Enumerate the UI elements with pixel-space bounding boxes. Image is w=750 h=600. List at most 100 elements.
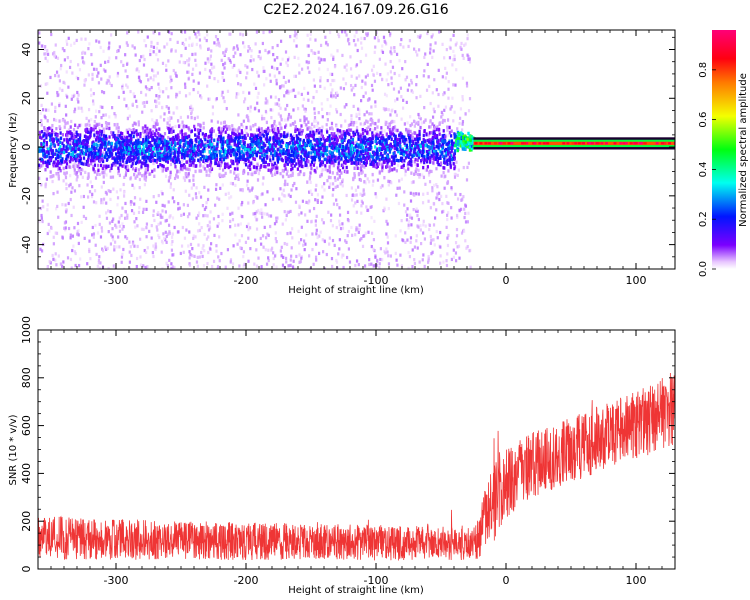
spectrogram-cell bbox=[270, 248, 273, 252]
spectrogram-cell bbox=[92, 232, 96, 236]
spectrogram-cell bbox=[422, 192, 425, 196]
spectrogram-cell bbox=[148, 131, 151, 135]
spectrogram-cell bbox=[465, 246, 468, 250]
spectrogram-cell bbox=[242, 171, 245, 176]
spectrogram-cell bbox=[142, 138, 145, 142]
spectrogram-cell bbox=[213, 155, 217, 160]
spectrogram-cell bbox=[416, 160, 419, 164]
spectrogram-cell bbox=[344, 119, 347, 123]
spectrogram-cell bbox=[155, 225, 158, 229]
spectrogram-cell bbox=[111, 235, 114, 239]
spectrogram-cell bbox=[151, 151, 154, 156]
spectrogram-cell bbox=[319, 154, 322, 158]
spectrogram-cell bbox=[54, 207, 58, 211]
spectrogram-cell bbox=[55, 70, 59, 74]
spectrogram-cell bbox=[325, 128, 328, 132]
spectrogram-cell bbox=[144, 175, 148, 179]
spectrogram-cell bbox=[169, 182, 173, 186]
spectrogram-cell bbox=[309, 180, 312, 184]
spectrogram-cell bbox=[445, 47, 448, 52]
spectrogram-cell bbox=[249, 146, 252, 150]
spectrogram-cell bbox=[65, 133, 68, 137]
spectrogram-cell bbox=[445, 71, 448, 75]
spectrogram-cell bbox=[403, 135, 406, 139]
spectrogram-cell bbox=[414, 171, 418, 176]
spectrogram-cell bbox=[220, 137, 224, 141]
spectrogram-cell bbox=[254, 42, 257, 46]
spectrogram-cell bbox=[275, 128, 278, 132]
spectrogram-cell bbox=[70, 97, 73, 101]
spectrogram-cell bbox=[64, 175, 68, 180]
spectrogram-cell bbox=[433, 243, 436, 247]
spectrogram-cell bbox=[346, 234, 349, 238]
spectrogram-cell bbox=[251, 186, 254, 190]
spectrogram-cell bbox=[406, 238, 409, 242]
spectrogram-cell bbox=[87, 119, 91, 123]
spectrogram-cell bbox=[114, 160, 117, 164]
spectrogram-cell bbox=[169, 214, 172, 218]
spectrogram-cell bbox=[418, 260, 421, 264]
spectrogram-cell bbox=[66, 142, 69, 147]
spectrogram-cell bbox=[431, 55, 434, 59]
spectrogram-cell bbox=[133, 186, 136, 190]
spectrogram-cell bbox=[49, 148, 52, 152]
spectrogram-cell bbox=[164, 219, 167, 223]
spectrogram-cell bbox=[424, 52, 427, 56]
spectrogram-cell bbox=[263, 212, 266, 216]
spectrogram-cell bbox=[229, 195, 233, 199]
spectrogram-cell bbox=[223, 99, 226, 104]
spectrogram-cell bbox=[51, 179, 54, 184]
spectrogram-cell bbox=[187, 172, 190, 176]
spectrogram-cell bbox=[187, 63, 190, 67]
spectrogram-cell bbox=[435, 167, 438, 171]
spectrogram-cell bbox=[435, 88, 438, 92]
spectrogram-cell bbox=[337, 32, 340, 36]
spectrogram-cell bbox=[249, 59, 252, 63]
spectrogram-cell bbox=[426, 62, 429, 66]
spectrogram-cell bbox=[315, 89, 318, 94]
spectrogram-cell bbox=[71, 94, 74, 98]
spectrogram-cell bbox=[345, 131, 348, 135]
spectrogram-cell bbox=[43, 152, 46, 156]
spectrogram-cell bbox=[446, 213, 449, 217]
spectrogram-cell bbox=[126, 130, 130, 135]
spectrogram-cell bbox=[319, 43, 323, 48]
spectrogram-cell bbox=[188, 43, 191, 48]
spectrogram-cell bbox=[116, 122, 119, 127]
spectrogram-cell bbox=[428, 131, 432, 135]
spectrogram-cell bbox=[113, 265, 117, 269]
spectrogram-cell bbox=[154, 242, 157, 246]
spectrogram-cell bbox=[313, 147, 316, 151]
spectrogram-cell bbox=[218, 259, 221, 263]
spectrogram-cell bbox=[441, 141, 445, 146]
spectrogram-cell bbox=[110, 233, 113, 237]
spectrogram-cell bbox=[315, 183, 318, 187]
spectrogram-cell bbox=[325, 123, 328, 127]
spectrogram-cell bbox=[179, 251, 182, 256]
spectrogram-cell bbox=[308, 70, 311, 74]
spectrogram-cell bbox=[363, 121, 366, 126]
spectrogram-cell bbox=[250, 133, 253, 137]
spectrogram-cell bbox=[158, 101, 161, 105]
spectrogram-cell bbox=[192, 164, 195, 168]
spectrogram-cell bbox=[383, 138, 386, 142]
spectrogram-cell bbox=[44, 108, 48, 112]
spectrogram-cell bbox=[279, 172, 282, 176]
spectrogram-cell bbox=[364, 136, 367, 140]
spectrogram-cell bbox=[141, 173, 144, 178]
spectrogram-cell bbox=[62, 80, 65, 84]
spectrogram-cell bbox=[258, 150, 262, 155]
spectrogram-cell bbox=[62, 144, 65, 148]
spectrogram-cell bbox=[124, 173, 127, 177]
spectrogram-cell bbox=[258, 50, 261, 54]
spectrogram-cell bbox=[123, 97, 126, 101]
spectrogram-cell bbox=[206, 197, 210, 202]
spectrogram-cell bbox=[355, 30, 358, 34]
spectrogram-cell bbox=[175, 174, 178, 178]
spectrogram-cell bbox=[241, 146, 245, 150]
figure-title: C2E2.2024.167.09.26.G16 bbox=[263, 2, 448, 18]
spectrogram-cell bbox=[239, 70, 242, 75]
spectrogram-cell bbox=[358, 223, 361, 227]
spectrogram-cell bbox=[254, 122, 257, 127]
spectrogram-cell bbox=[207, 156, 210, 160]
